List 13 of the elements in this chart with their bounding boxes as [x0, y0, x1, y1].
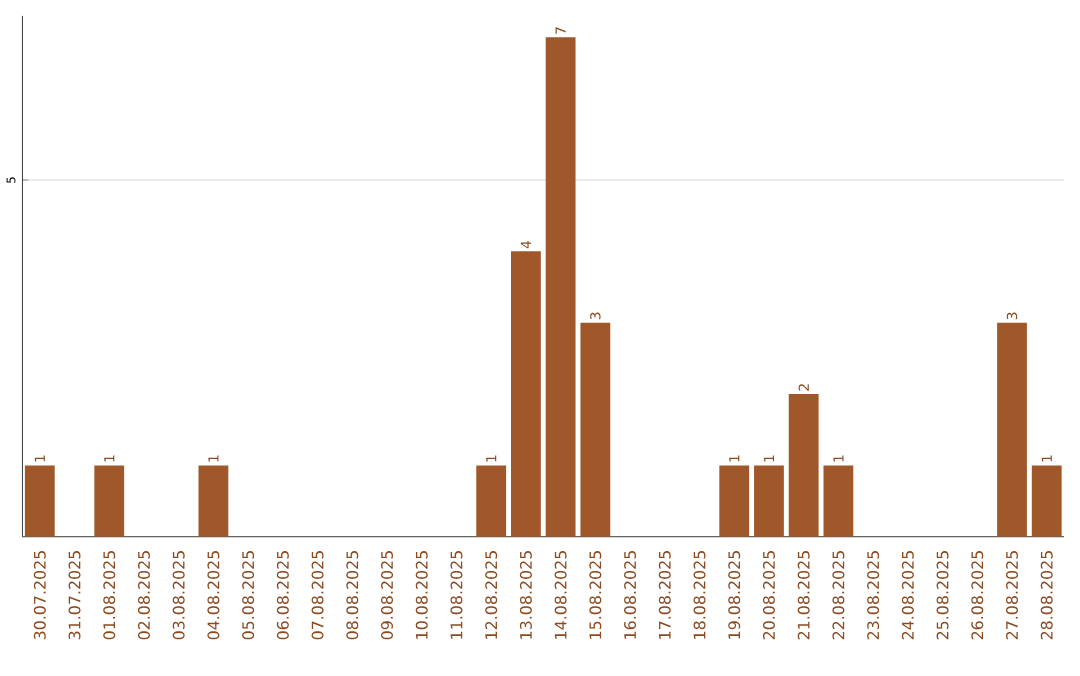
bar — [788, 394, 819, 537]
bar — [511, 251, 541, 537]
bar — [94, 465, 125, 537]
bar — [580, 322, 611, 537]
bar — [545, 37, 576, 537]
bar — [1031, 465, 1062, 537]
bar — [24, 465, 55, 537]
bar — [754, 465, 784, 537]
bar — [476, 465, 507, 537]
bar — [198, 465, 229, 537]
bar — [719, 465, 750, 537]
bar — [997, 322, 1027, 537]
bar — [823, 465, 854, 537]
